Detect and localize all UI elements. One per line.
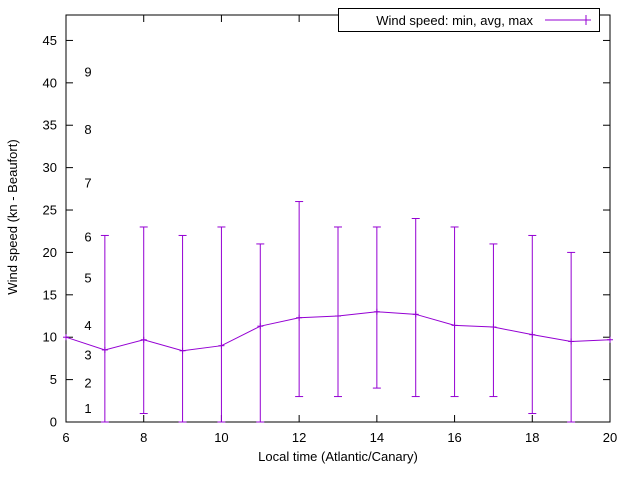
error-bar (295, 201, 304, 398)
error-bar (489, 243, 498, 398)
avg-point (296, 314, 303, 321)
y-tick-label: 45 (43, 33, 57, 48)
avg-point (373, 308, 380, 315)
avg-point (257, 323, 264, 330)
error-bar (256, 243, 265, 423)
legend-label: Wind speed: min, avg, max (376, 12, 533, 28)
error-bar (100, 234, 109, 423)
avg-point (490, 324, 497, 331)
avg-point (218, 342, 225, 349)
x-tick-label: 6 (62, 430, 69, 445)
legend: Wind speed: min, avg, max (338, 8, 600, 32)
avg-point (63, 334, 69, 341)
y-tick-label: 35 (43, 118, 57, 133)
beaufort-label: 8 (84, 122, 91, 137)
x-tick-label: 10 (214, 430, 228, 445)
y-tick-label: 5 (50, 372, 57, 387)
y-tick-label: 10 (43, 330, 57, 345)
error-bar (178, 234, 187, 423)
y-tick-label: 0 (50, 415, 57, 430)
error-bar (334, 226, 342, 398)
avg-point (568, 338, 575, 345)
x-tick-label: 14 (370, 430, 384, 445)
error-bar (411, 218, 420, 398)
error-bar (139, 226, 148, 415)
avg-point (101, 346, 108, 353)
y-tick-label: 20 (43, 245, 57, 260)
y-tick-label: 30 (43, 160, 57, 175)
y-axis-title: Wind speed (kn - Beaufort) (5, 139, 20, 295)
y-tick-label: 15 (43, 287, 57, 302)
beaufort-label: 7 (84, 175, 91, 190)
avg-point (179, 347, 186, 354)
beaufort-label: 1 (84, 401, 91, 416)
y-tick-label: 40 (43, 75, 57, 90)
beaufort-label: 6 (84, 230, 91, 245)
beaufort-label: 9 (84, 64, 91, 79)
error-bar (372, 226, 381, 389)
errorbar-sample-icon (545, 15, 591, 25)
avg-point (412, 311, 419, 318)
beaufort-label: 5 (84, 270, 91, 285)
error-bar (528, 234, 537, 415)
x-axis-title: Local time (Atlantic/Canary) (258, 449, 418, 464)
avg-point (451, 322, 458, 329)
x-tick-label: 18 (525, 430, 539, 445)
avg-point (335, 313, 341, 320)
x-tick-label: 16 (447, 430, 461, 445)
beaufort-label: 3 (84, 348, 91, 363)
beaufort-label: 2 (84, 375, 91, 390)
error-bar (217, 226, 226, 423)
x-tick-label: 12 (292, 430, 306, 445)
avg-point (140, 336, 147, 343)
beaufort-label: 4 (84, 318, 91, 333)
error-bar (450, 226, 459, 398)
avg-point (529, 331, 536, 338)
x-tick-label: 20 (603, 430, 617, 445)
error-bar (567, 251, 576, 423)
x-tick-label: 8 (140, 430, 147, 445)
avg-point (607, 336, 613, 343)
y-tick-label: 25 (43, 203, 57, 218)
